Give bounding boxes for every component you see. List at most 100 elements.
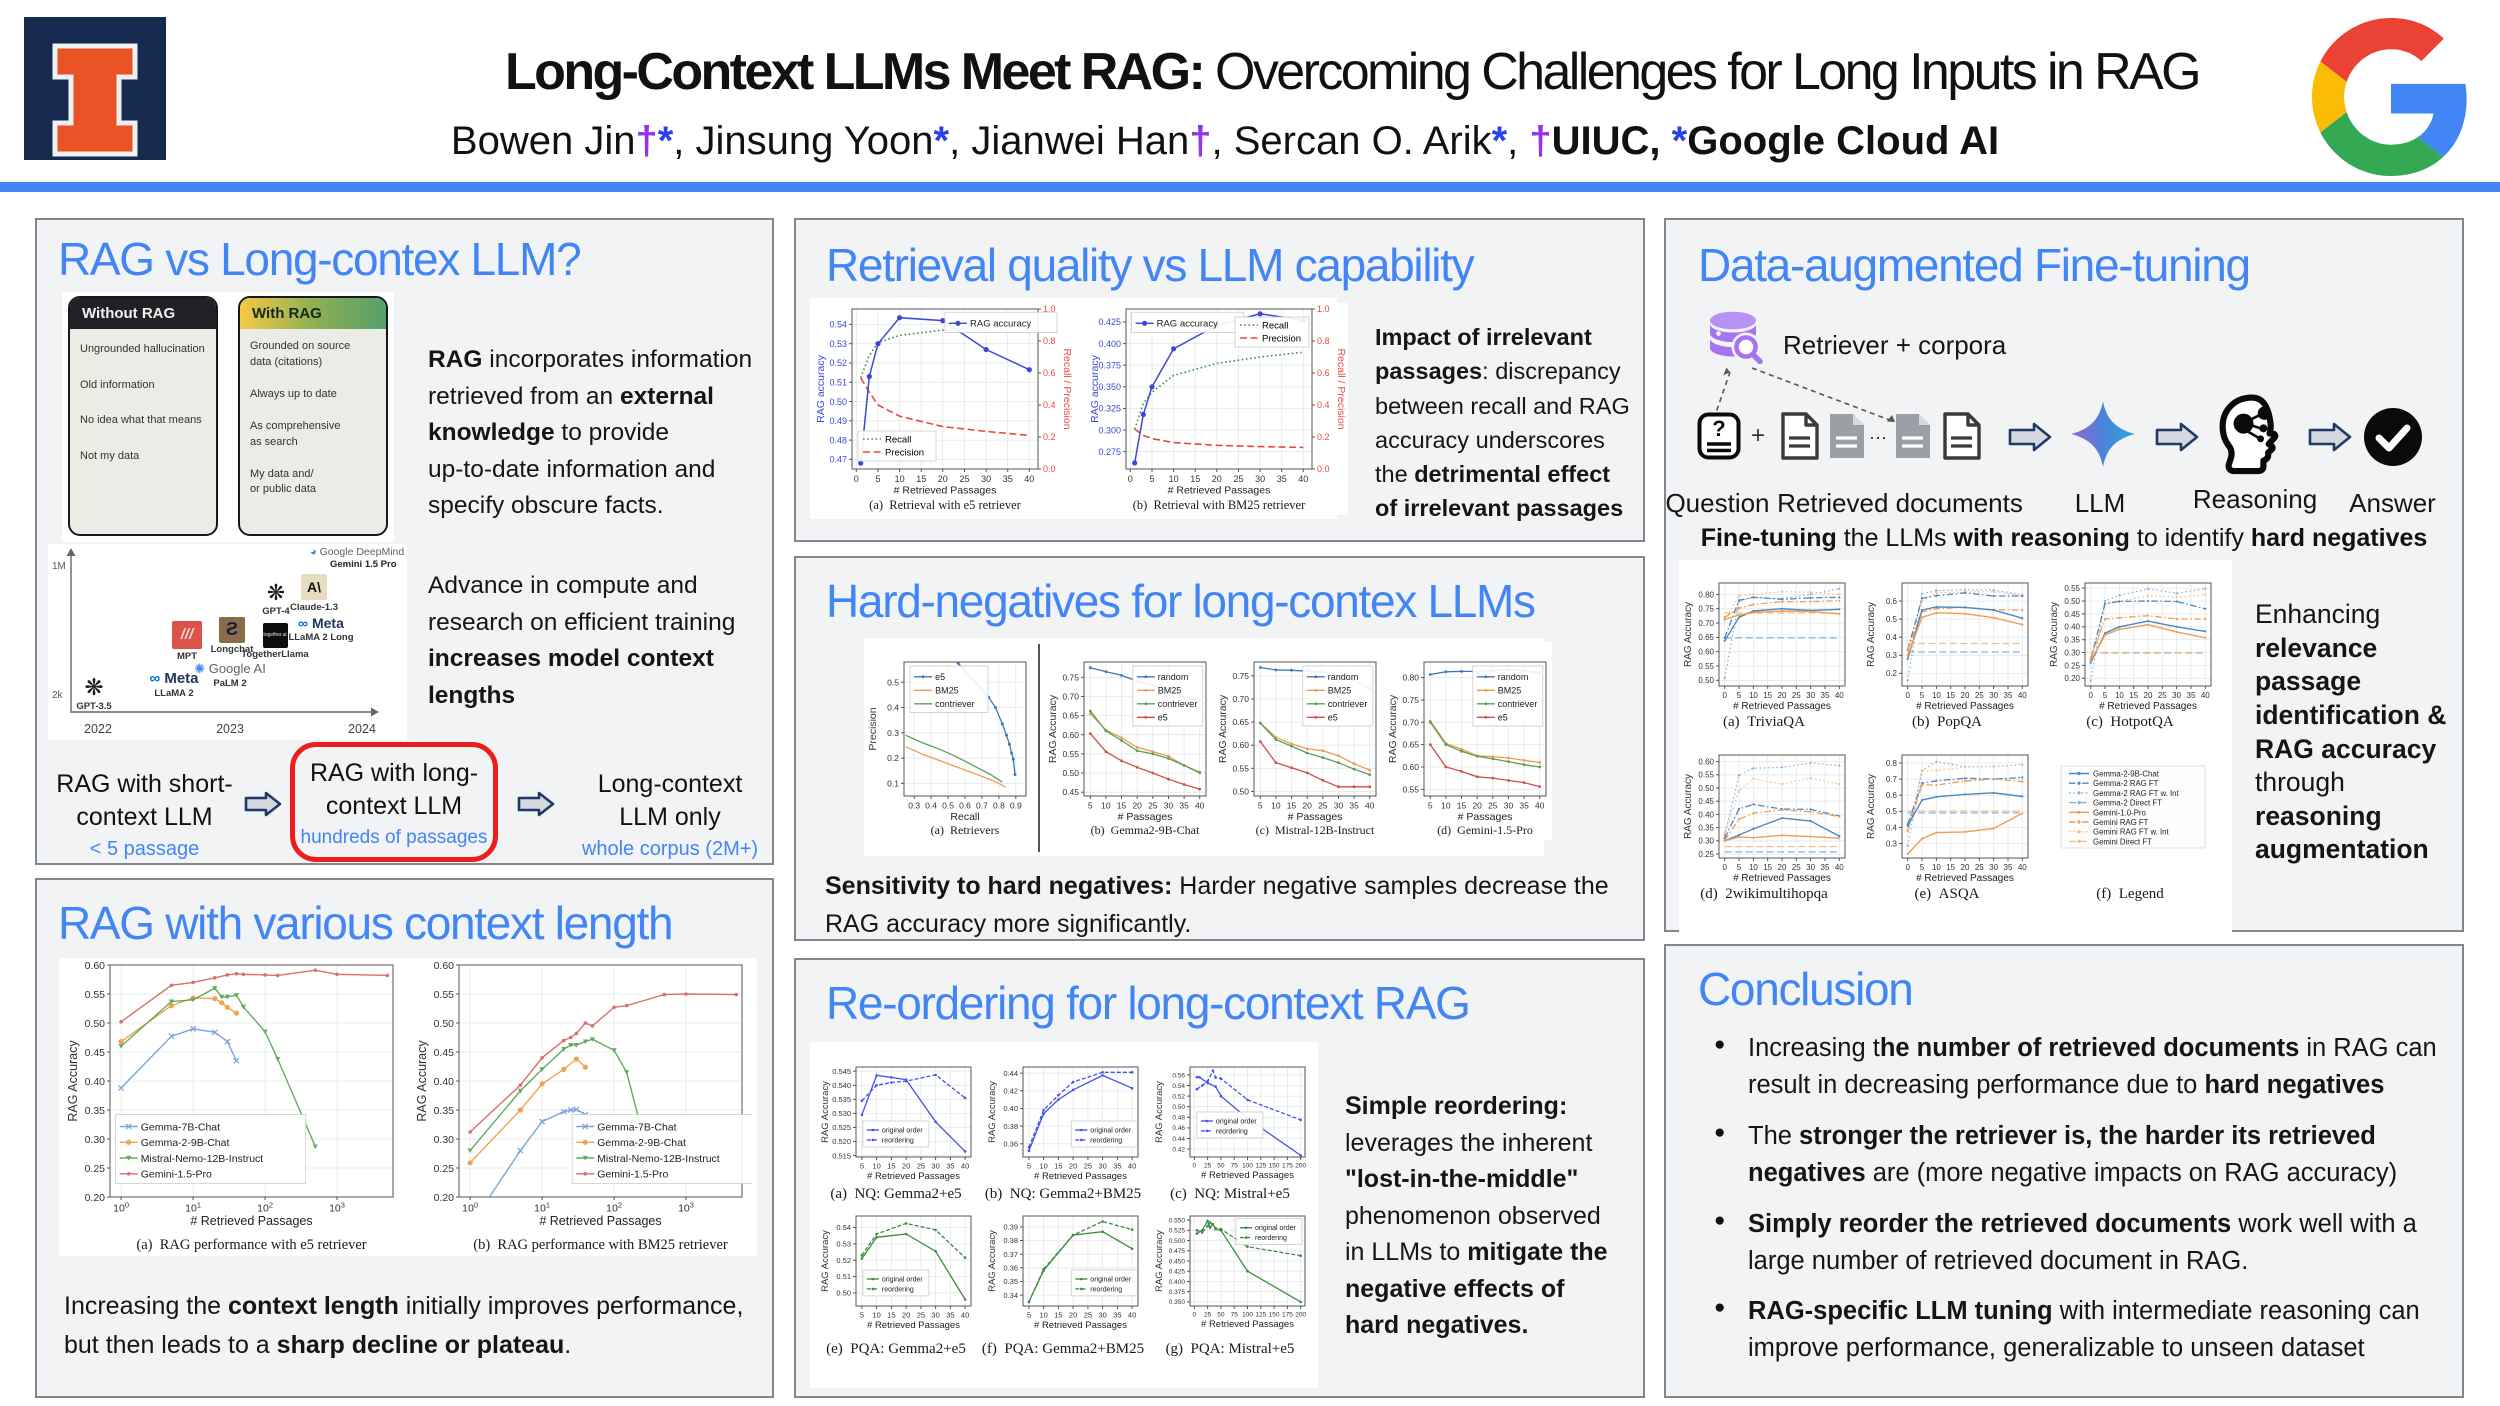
svg-text:0.475: 0.475 [1169, 1248, 1186, 1255]
svg-text:0.60: 0.60 [1402, 762, 1419, 772]
svg-text:0.375: 0.375 [1098, 361, 1121, 371]
svg-text:5: 5 [1737, 691, 1742, 700]
svg-text:0.70: 0.70 [1402, 717, 1419, 727]
svg-text:0.50: 0.50 [836, 1289, 851, 1298]
svg-text:25: 25 [917, 1311, 925, 1320]
svg-text:100: 100 [1242, 1163, 1253, 1170]
svg-text:0.54: 0.54 [836, 1223, 851, 1232]
svg-text:0.65: 0.65 [1062, 711, 1079, 721]
svg-text:original order: original order [1216, 1119, 1258, 1126]
svg-text:0.2: 0.2 [1886, 669, 1898, 678]
svg-text:0.55: 0.55 [1698, 771, 1714, 780]
svg-text:20: 20 [902, 1162, 910, 1171]
svg-text:5: 5 [1027, 1162, 1031, 1171]
svg-text:20: 20 [902, 1311, 910, 1320]
svg-text:0.51: 0.51 [836, 1272, 851, 1281]
svg-text:15: 15 [887, 1311, 895, 1320]
svg-text:10: 10 [2115, 691, 2124, 700]
svg-text:15: 15 [1457, 801, 1467, 811]
svg-text:30: 30 [1098, 1311, 1106, 1320]
svg-text:25: 25 [1204, 1312, 1212, 1319]
svg-text:0.39: 0.39 [1003, 1223, 1018, 1232]
svg-text:0.48: 0.48 [1172, 1115, 1185, 1122]
svg-text:# Retrieved Passages: # Retrieved Passages [539, 1214, 661, 1228]
svg-text:RAG Accuracy: RAG Accuracy [820, 1081, 831, 1143]
svg-text:40: 40 [961, 1162, 969, 1171]
svg-text:original order: original order [882, 1277, 924, 1284]
svg-text:# Retrieved Passages: # Retrieved Passages [1034, 1320, 1127, 1331]
svg-text:125: 125 [1255, 1312, 1266, 1319]
svg-text:30: 30 [1989, 863, 1998, 872]
svg-text:0.55: 0.55 [1232, 763, 1249, 773]
svg-text:5: 5 [1088, 801, 1093, 811]
svg-text:0.7: 0.7 [1886, 775, 1898, 784]
svg-text:25: 25 [1204, 1163, 1212, 1170]
svg-text:15: 15 [1287, 801, 1297, 811]
svg-text:Gemma-2 Direct FT: Gemma-2 Direct FT [2093, 799, 2162, 808]
svg-text:0.350: 0.350 [1098, 382, 1121, 392]
svg-text:BM25: BM25 [935, 686, 959, 696]
svg-text:0.45: 0.45 [1698, 797, 1714, 806]
svg-text:BM25: BM25 [1158, 686, 1182, 696]
svg-text:0.5: 0.5 [887, 677, 899, 687]
svg-text:0.540: 0.540 [832, 1081, 851, 1090]
svg-text:10: 10 [1271, 801, 1281, 811]
svg-text:100: 100 [1242, 1312, 1253, 1319]
svg-text:BM25: BM25 [1498, 686, 1522, 696]
svg-text:25: 25 [1148, 801, 1158, 811]
svg-text:35: 35 [2004, 691, 2013, 700]
svg-text:40: 40 [1128, 1311, 1136, 1320]
svg-text:150: 150 [1269, 1312, 1280, 1319]
svg-text:25: 25 [1084, 1311, 1092, 1320]
svg-text:15: 15 [1946, 691, 1955, 700]
svg-text:35: 35 [1821, 691, 1830, 700]
svg-text:25: 25 [1488, 801, 1498, 811]
svg-text:0.2: 0.2 [1317, 432, 1330, 442]
svg-text:Gemini-1.5-Pro: Gemini-1.5-Pro [597, 1169, 668, 1181]
svg-text:1.0: 1.0 [1317, 304, 1330, 314]
svg-text:# Passages: # Passages [1118, 811, 1173, 823]
svg-text:0.500: 0.500 [1169, 1238, 1186, 1245]
svg-text:0.300: 0.300 [1098, 425, 1121, 435]
svg-text:0.0: 0.0 [1317, 464, 1330, 474]
svg-text:(b) RAG performance with BM25: (b) RAG performance with BM25 retriever [473, 1237, 728, 1253]
svg-text:35: 35 [1821, 863, 1830, 872]
svg-text:0.80: 0.80 [1402, 673, 1419, 683]
svg-text:original order: original order [1090, 1128, 1132, 1135]
svg-text:RAG Accuracy: RAG Accuracy [1388, 694, 1399, 763]
svg-text:contriever: contriever [1328, 699, 1368, 709]
svg-text:20: 20 [1132, 801, 1142, 811]
svg-text:0.50: 0.50 [1232, 786, 1249, 796]
svg-text:0.42: 0.42 [1172, 1146, 1185, 1153]
svg-text:40: 40 [2018, 691, 2027, 700]
svg-text:20: 20 [1212, 474, 1222, 484]
svg-text:0.36: 0.36 [1003, 1264, 1018, 1273]
svg-text:150: 150 [1269, 1163, 1280, 1170]
svg-text:40: 40 [1535, 801, 1545, 811]
svg-text:0.550: 0.550 [1169, 1217, 1186, 1224]
svg-text:15: 15 [1054, 1162, 1062, 1171]
svg-text:0.70: 0.70 [1698, 619, 1714, 628]
svg-text:(b) Gemma2-9B-Chat: (b) Gemma2-9B-Chat [1091, 823, 1200, 837]
svg-text:RAG Accuracy: RAG Accuracy [1154, 1081, 1165, 1143]
svg-text:reordering: reordering [1090, 1286, 1122, 1293]
svg-text:0.51: 0.51 [829, 378, 847, 388]
svg-text:e5: e5 [1158, 713, 1168, 723]
svg-text:# Retrieved Passages: # Retrieved Passages [894, 485, 997, 497]
svg-text:0.53: 0.53 [829, 339, 847, 349]
svg-text:0.35: 0.35 [434, 1105, 455, 1117]
svg-text:0.44: 0.44 [1003, 1069, 1018, 1078]
svg-text:# Retrieved Passages: # Retrieved Passages [1916, 701, 2014, 712]
svg-text:0.38: 0.38 [1003, 1236, 1018, 1245]
svg-text:0.525: 0.525 [832, 1123, 851, 1132]
svg-text:0.55: 0.55 [434, 989, 455, 1001]
svg-text:25: 25 [1233, 474, 1243, 484]
svg-text:0.20: 0.20 [85, 1192, 106, 1204]
svg-text:reordering: reordering [1216, 1128, 1248, 1135]
svg-text:5: 5 [860, 1162, 864, 1171]
svg-text:5: 5 [875, 474, 880, 484]
svg-text:# Passages: # Passages [1458, 811, 1513, 823]
svg-text:contriever: contriever [1158, 699, 1198, 709]
svg-text:RAG Accuracy: RAG Accuracy [820, 1230, 831, 1292]
svg-text:15: 15 [1763, 691, 1772, 700]
